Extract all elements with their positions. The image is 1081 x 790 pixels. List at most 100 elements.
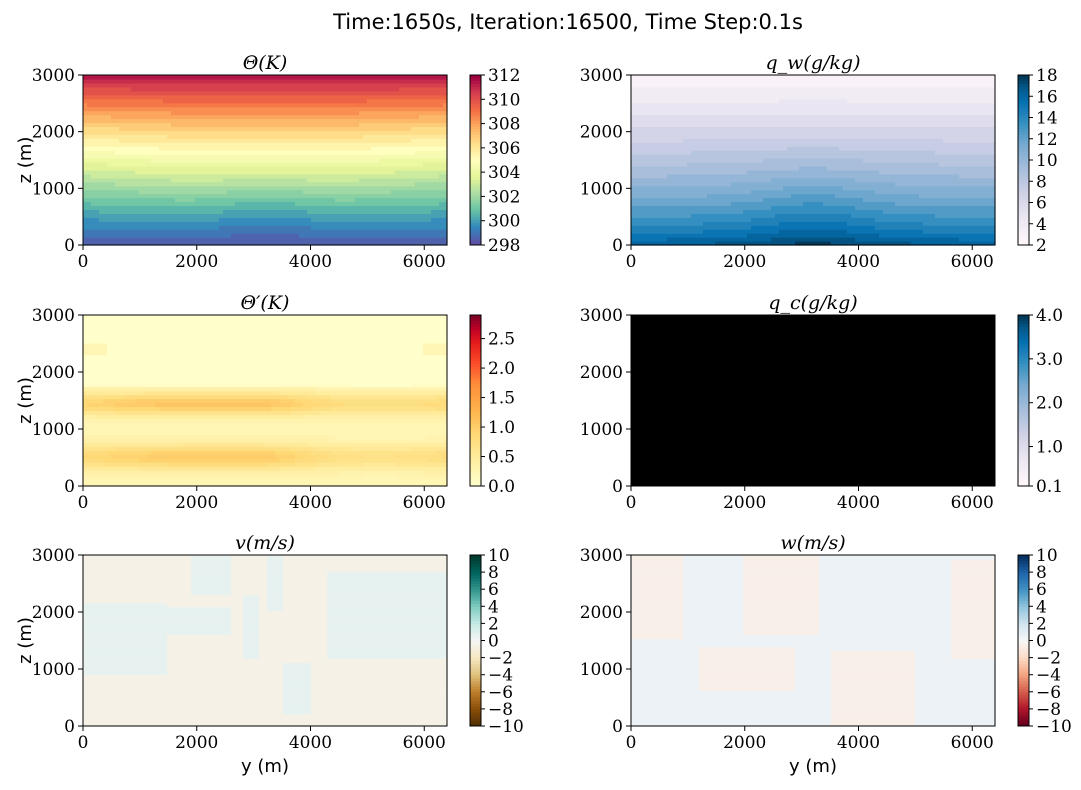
heatmap-cell	[255, 86, 260, 92]
heatmap-cell	[439, 201, 444, 207]
heatmap-cell	[235, 134, 240, 139]
heatmap-cell	[659, 118, 664, 124]
heatmap-cell	[287, 118, 292, 124]
heatmap-cell	[339, 161, 344, 167]
heatmap-cell	[131, 237, 136, 242]
heatmap-cell	[695, 146, 700, 151]
heatmap-cell	[423, 217, 428, 222]
heatmap-cell	[83, 98, 88, 104]
heatmap-cell	[647, 138, 652, 143]
heatmap-cell	[259, 189, 264, 195]
heatmap-cell	[227, 221, 232, 226]
heatmap-cell	[303, 193, 308, 199]
heatmap-cell	[115, 237, 120, 242]
heatmap-cell	[259, 205, 264, 211]
heatmap-cell	[299, 213, 304, 218]
heatmap-cell	[319, 193, 324, 199]
heatmap-cell	[687, 165, 692, 171]
heatmap-cell	[119, 181, 124, 187]
heatmap-cell	[243, 94, 248, 100]
heatmap-cell	[359, 75, 364, 80]
heatmap-cell	[311, 86, 316, 92]
heatmap-cell	[399, 106, 404, 112]
heatmap-cell	[243, 233, 248, 238]
heatmap-cell	[207, 154, 212, 159]
heatmap-cell	[307, 185, 312, 191]
heatmap-cell	[431, 142, 436, 147]
heatmap-cell	[207, 90, 212, 96]
heatmap-cell	[711, 118, 716, 124]
heatmap-cell	[639, 161, 644, 167]
heatmap-cell	[131, 75, 136, 80]
heatmap-cell	[375, 78, 380, 84]
heatmap-cell	[123, 134, 128, 139]
heatmap-cell	[359, 110, 364, 116]
heatmap-cell	[679, 185, 684, 191]
heatmap-cell	[203, 98, 208, 104]
heatmap-cell	[695, 209, 700, 214]
heatmap-cell	[315, 142, 320, 147]
heatmap-cell	[247, 169, 252, 175]
heatmap-cell	[211, 150, 216, 155]
heatmap-cell	[99, 78, 104, 84]
heatmap-cell	[219, 134, 224, 139]
colorbar-swatch	[470, 228, 481, 232]
heatmap-cell	[427, 161, 432, 167]
heatmap-cell	[103, 142, 108, 147]
heatmap-cell	[415, 233, 420, 238]
heatmap-cell	[179, 193, 184, 199]
heatmap-cell	[115, 177, 120, 183]
heatmap-cell	[715, 225, 720, 230]
heatmap-cell	[223, 142, 228, 147]
heatmap-cell	[711, 197, 716, 203]
heatmap-cell	[95, 75, 100, 80]
heatmap-cell	[239, 146, 244, 151]
heatmap-cell	[299, 142, 304, 147]
heatmap-cell	[95, 229, 100, 234]
heatmap-cell	[707, 130, 712, 135]
heatmap-cell	[715, 181, 720, 187]
heatmap-cell	[127, 165, 132, 171]
heatmap-cell	[139, 161, 144, 167]
heatmap-cell	[711, 221, 716, 226]
heatmap-cell	[715, 169, 720, 175]
heatmap-cell	[251, 197, 256, 203]
heatmap-cell	[375, 110, 380, 116]
heatmap-cell	[383, 173, 388, 179]
colorbar-swatch	[470, 211, 481, 215]
heatmap-cell	[391, 130, 396, 135]
heatmap-cell	[295, 217, 300, 222]
heatmap-cell	[255, 82, 260, 88]
heatmap-cell	[271, 82, 276, 88]
heatmap-cell	[127, 134, 132, 139]
heatmap-cell	[311, 126, 316, 131]
heatmap-cell	[383, 221, 388, 226]
heatmap-cell	[307, 241, 312, 246]
heatmap-cell	[171, 122, 176, 127]
heatmap-cell	[247, 205, 252, 211]
heatmap-cell	[183, 142, 188, 147]
heatmap-cell	[271, 126, 276, 131]
heatmap-cell	[191, 146, 196, 151]
heatmap-cell	[635, 134, 640, 139]
heatmap-cell	[643, 86, 648, 92]
colorbar-swatch	[470, 151, 481, 155]
heatmap-cell	[663, 90, 668, 96]
heatmap-cell	[419, 177, 424, 183]
heatmap-cell	[259, 118, 264, 124]
heatmap-cell	[679, 193, 684, 199]
heatmap-cell	[315, 126, 320, 131]
heatmap-cell	[91, 225, 96, 230]
heatmap-cell	[119, 217, 124, 222]
heatmap-cell	[87, 165, 92, 171]
heatmap-cell	[231, 221, 236, 226]
heatmap-cell	[659, 114, 664, 120]
heatmap-cell	[699, 229, 704, 234]
heatmap-cell	[407, 102, 412, 108]
heatmap-cell	[87, 213, 92, 218]
heatmap-cell	[679, 146, 684, 151]
heatmap-cell	[211, 201, 216, 207]
heatmap-cell	[415, 229, 420, 234]
heatmap-cell	[191, 142, 196, 147]
